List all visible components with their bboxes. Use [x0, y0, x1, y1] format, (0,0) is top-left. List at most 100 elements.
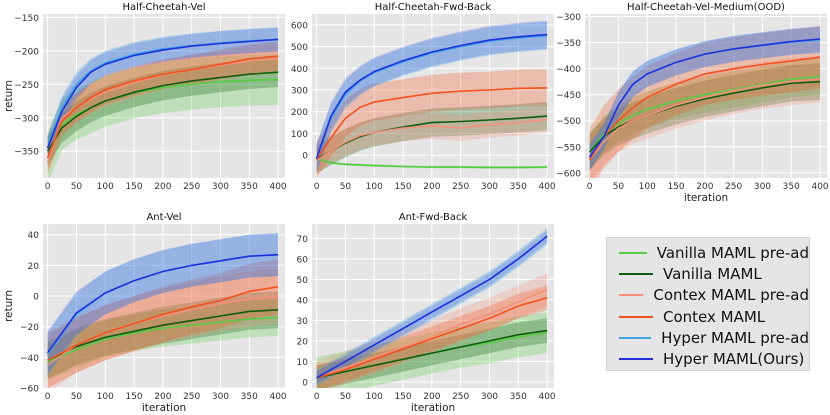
series-line	[46, 38, 279, 149]
x-tick-label: 0	[314, 392, 320, 402]
legend-swatch	[619, 336, 652, 339]
x-tick-label: 150	[125, 182, 142, 192]
x-tick-label: 300	[481, 182, 498, 192]
legend-item: Vanilla MAML pre-ad	[619, 242, 809, 263]
x-tick-label: 200	[423, 392, 440, 402]
x-tick-label: 150	[667, 182, 684, 192]
y-tick-label: 60	[297, 255, 309, 265]
y-tick-label: 400	[291, 65, 308, 75]
series-group	[46, 27, 279, 178]
y-tick-label: −250	[14, 81, 39, 91]
confidence-band	[47, 57, 279, 166]
plot-background	[312, 14, 554, 178]
y-tick-label: −600	[556, 169, 581, 179]
confidence-band	[316, 21, 548, 173]
x-tick-label: 200	[154, 182, 171, 192]
y-axis-label: return	[3, 80, 15, 112]
x-tick-label: 150	[394, 182, 411, 192]
series-line	[46, 253, 279, 354]
series-line	[588, 78, 821, 161]
y-tick-label: 20	[297, 337, 309, 347]
confidence-band	[47, 291, 279, 379]
confidence-band	[589, 27, 821, 171]
series-line	[47, 316, 279, 363]
x-tick-label: 400	[269, 182, 286, 192]
y-tick-label: −500	[556, 117, 581, 127]
y-tick-label: 0	[33, 293, 39, 303]
x-tick-label: 250	[183, 182, 200, 192]
confidence-band	[589, 63, 821, 171]
confidence-band	[316, 20, 548, 173]
legend-label: Vanilla MAML	[663, 264, 762, 283]
plot-background	[312, 224, 554, 388]
confidence-band	[589, 55, 821, 178]
y-tick-label: 0	[302, 152, 308, 162]
x-tick-label: 0	[587, 182, 593, 192]
legend-label: Hyper MAML(Ours)	[663, 350, 805, 369]
x-tick-label: 100	[97, 182, 114, 192]
confidence-band	[316, 69, 548, 178]
confidence-band	[316, 228, 548, 386]
series-group	[588, 26, 821, 178]
x-tick-label: 200	[696, 182, 713, 192]
confidence-band	[47, 27, 279, 160]
x-tick-label: 350	[241, 392, 258, 402]
confidence-band	[47, 54, 279, 178]
y-tick-label: −300	[556, 13, 581, 23]
legend-item: Hyper MAML pre-ad	[619, 327, 809, 348]
y-tick-label: −300	[14, 114, 39, 124]
x-tick-label: 300	[212, 182, 229, 192]
legend-label: Contex MAML	[663, 307, 766, 326]
legend-swatch	[619, 272, 653, 275]
y-tick-label: 100	[291, 130, 308, 140]
series-group	[315, 20, 548, 178]
y-axis-label: return	[3, 290, 15, 322]
y-tick-label: −20	[20, 323, 39, 333]
y-tick-label: 40	[297, 296, 309, 306]
legend-label: Vanilla MAML pre-ad	[656, 243, 809, 262]
y-tick-label: −400	[556, 65, 581, 75]
x-tick-label: 350	[510, 182, 527, 192]
chart-title: Half-Cheetah-Fwd-Back	[375, 2, 492, 13]
x-tick-label: 300	[754, 182, 771, 192]
confidence-band	[47, 233, 279, 375]
y-tick-label: 0	[302, 378, 308, 388]
y-tick-label: −150	[14, 14, 39, 24]
legend-swatch	[619, 294, 644, 297]
confidence-band	[316, 312, 548, 388]
chart-panel: 0 50 100 150 200 250 300 350 400 −600 −550 −500 −450…	[556, 2, 829, 204]
chart-title: Half-Cheetah-Vel-Medium(OOD)	[627, 2, 785, 13]
x-tick-label: 400	[269, 392, 286, 402]
x-tick-label: 350	[783, 182, 800, 192]
series-line	[588, 56, 821, 161]
x-tick-label: 0	[45, 392, 51, 402]
x-axis-label: iteration	[411, 402, 455, 414]
y-tick-label: 300	[291, 87, 308, 97]
x-tick-label: 400	[811, 182, 828, 192]
chart-panel: 0 50 100 150 200 250 300 350 400 0 10 20 30 40 50 60 70 A…	[297, 212, 556, 414]
x-tick-label: 200	[423, 182, 440, 192]
x-tick-label: 0	[45, 182, 51, 192]
legend-swatch	[619, 251, 647, 254]
series-line	[46, 55, 279, 159]
y-tick-label: −350	[14, 148, 39, 158]
y-tick-label: 600	[291, 21, 308, 31]
confidence-band	[589, 58, 821, 171]
series-line	[316, 118, 548, 162]
x-tick-label: 100	[97, 392, 114, 402]
legend-item: Vanilla MAML	[619, 263, 809, 284]
legend-item: Contex MAML	[619, 306, 809, 327]
series-line	[46, 71, 279, 152]
chart-title: Half-Cheetah-Vel	[122, 2, 205, 13]
confidence-band	[47, 41, 279, 173]
x-tick-label: 50	[71, 182, 83, 192]
series-line	[316, 157, 548, 169]
legend-swatch	[619, 315, 653, 318]
x-axis-label: iteration	[142, 402, 186, 414]
x-tick-label: 200	[154, 392, 171, 402]
legend: Vanilla MAML pre-ad Vanilla MAML Contex …	[606, 237, 810, 371]
x-tick-label: 50	[340, 182, 352, 192]
series-line	[315, 34, 548, 159]
x-tick-label: 400	[538, 392, 555, 402]
